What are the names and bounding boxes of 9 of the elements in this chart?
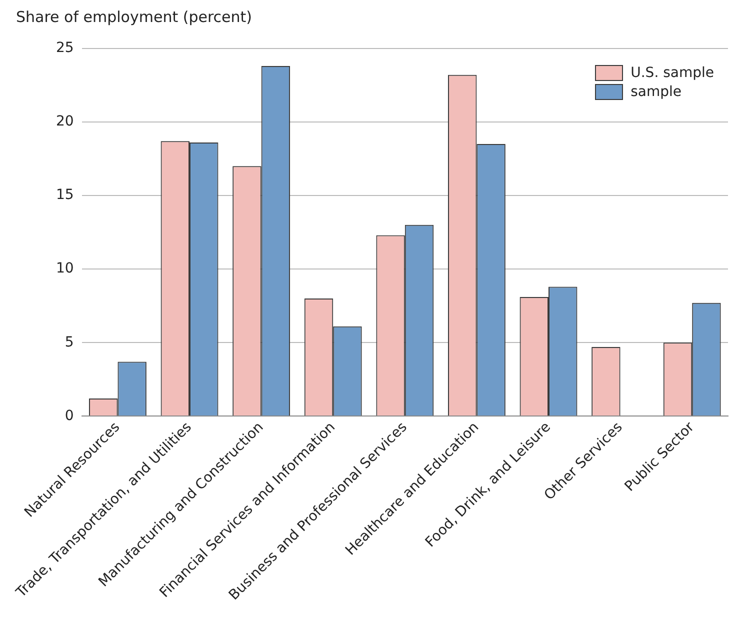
y-tick-label: 5 [64, 334, 74, 350]
y-tick-label: 0 [64, 408, 74, 424]
legend-label: sample [630, 84, 682, 100]
y-tick-label: 20 [56, 114, 74, 130]
y-tick-label: 15 [56, 187, 74, 204]
y-tick-label: 25 [56, 40, 74, 56]
y-axis-title: Share of employment (percent) [16, 8, 254, 26]
y-tick-label: 10 [56, 260, 74, 277]
legend-label: U.S. sample [630, 65, 714, 81]
